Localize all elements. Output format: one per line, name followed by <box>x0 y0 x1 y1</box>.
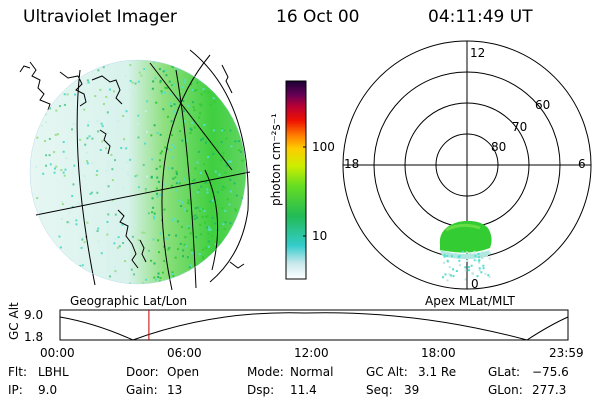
coastline <box>19 61 245 269</box>
gain-value: 13 <box>167 383 183 397</box>
timeline-ymin: 1.8 <box>24 330 44 344</box>
dsp-value: 11.4 <box>290 383 317 397</box>
mlt-label-12: 12 <box>470 46 486 60</box>
uv-disc-image <box>30 60 246 284</box>
timeline-xtick-2359: 23:59 <box>549 346 584 360</box>
timeline-xtick-0600: 06:00 <box>167 346 202 360</box>
mlat-label-70: 70 <box>512 120 528 134</box>
timeline-xtick-0000: 00:00 <box>40 346 75 360</box>
timeline-xtick-1800: 18:00 <box>421 346 456 360</box>
ip-label: IP: <box>8 383 23 397</box>
app-title: Ultraviolet Imager <box>23 7 177 27</box>
timeline-ylabel: GC Alt <box>7 302 21 340</box>
auroral-oval <box>439 220 492 282</box>
mlat-label-80: 80 <box>491 140 507 154</box>
colorbar-tick-10: 10 <box>312 229 328 243</box>
lat-lon-grid <box>35 49 251 291</box>
filter-label: Flt: <box>8 365 27 379</box>
glon-label: GLon: <box>488 383 523 397</box>
mlat-label-60: 60 <box>535 98 551 112</box>
colorbar <box>285 80 307 280</box>
mlt-label-18: 18 <box>344 157 360 171</box>
mlt-label-0: 0 <box>471 277 479 291</box>
colorbar-unit-label: photon cm⁻²s⁻¹ <box>269 113 283 206</box>
polar-panel-label: Apex MLat/MLT <box>425 294 515 308</box>
polar-mlt-plot <box>342 40 592 290</box>
geographic-image-panel <box>19 49 251 291</box>
altitude-curve <box>59 312 569 341</box>
gc-alt-value: 3.1 Re <box>418 365 457 379</box>
timeline-ymax: 9.0 <box>24 308 44 322</box>
door-value: Open <box>167 365 200 379</box>
seq-value: 39 <box>404 383 420 397</box>
mode-label: Mode: <box>247 365 284 379</box>
altitude-timeline <box>59 309 569 341</box>
timeline-frame <box>59 309 569 341</box>
timeline-xtick-1200: 12:00 <box>294 346 329 360</box>
glon-value: 277.3 <box>532 383 567 397</box>
gain-label: Gain: <box>126 383 158 397</box>
glat-value: −75.6 <box>532 365 569 379</box>
mlt-label-6: 6 <box>578 157 586 171</box>
ip-value: 9.0 <box>38 383 58 397</box>
door-label: Door: <box>126 365 159 379</box>
glat-label: GLat: <box>488 365 521 379</box>
dsp-label: Dsp: <box>247 383 275 397</box>
mode-value: Normal <box>290 365 334 379</box>
filter-value: LBHL <box>38 365 69 379</box>
gc-alt-label: GC Alt: <box>366 365 408 379</box>
date-label: 16 Oct 00 <box>276 7 360 27</box>
colorbar-tick-100: 100 <box>312 140 335 154</box>
seq-label: Seq: <box>366 383 393 397</box>
geographic-panel-label: Geographic Lat/Lon <box>70 294 188 308</box>
time-label: 04:11:49 UT <box>428 7 533 27</box>
